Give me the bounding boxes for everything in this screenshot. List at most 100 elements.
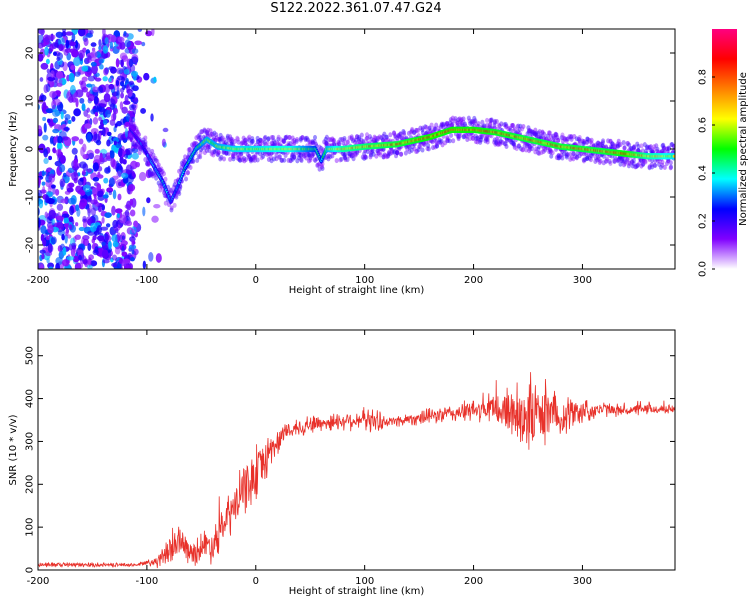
ridge-halo-cell (353, 152, 358, 158)
noise-cell (86, 168, 93, 173)
ridge-halo-cell (487, 122, 492, 128)
noise-cell (69, 205, 74, 216)
noise-cell (132, 107, 137, 116)
ridge-halo-cell (607, 158, 612, 164)
ridge-halo-cell (395, 150, 400, 156)
noise-cell (153, 203, 161, 209)
noise-cell (87, 243, 92, 251)
ridge-halo-cell (397, 134, 402, 140)
ridge-halo-cell (422, 140, 427, 146)
ridge-halo-cell (470, 132, 475, 138)
noise-cell (101, 249, 109, 259)
ridge-halo-cell (342, 137, 347, 143)
ridge-halo-cell (631, 157, 636, 163)
ridge-halo-cell (588, 139, 593, 145)
noise-cell (121, 235, 126, 240)
ridge-halo-cell (218, 137, 223, 143)
ridge-halo-cell (664, 146, 669, 152)
ridge-halo-cell (582, 139, 587, 145)
ridge-halo-cell (276, 136, 281, 142)
noise-cell (57, 135, 63, 144)
noise-cell (123, 69, 130, 75)
ridge-halo-cell (342, 136, 347, 142)
ridge-halo-cell (595, 140, 600, 146)
ridge-halo-cell (207, 144, 212, 150)
noise-cell (56, 56, 61, 62)
ridge-halo-cell (509, 123, 514, 129)
ridge-halo-cell (626, 163, 631, 169)
ridge-halo-cell (249, 138, 254, 144)
ridge-halo-cell (469, 119, 474, 125)
ridge-halo-cell (468, 121, 473, 127)
noise-cell (129, 209, 136, 217)
snr-series-line (38, 372, 675, 569)
noise-cell (86, 133, 92, 143)
ridge-halo-cell (359, 137, 364, 143)
noise-cell (82, 234, 90, 241)
ridge-halo-cell (488, 121, 493, 127)
x-tick-label: 300 (573, 576, 592, 587)
ridge-halo-cell (618, 161, 623, 167)
ridge-halo-cell (414, 149, 419, 155)
ridge-halo-cell (458, 117, 463, 123)
noise-cell (65, 230, 69, 237)
ridge-halo-cell (574, 154, 579, 160)
ridge-halo-cell (429, 122, 434, 128)
ridge-halo-cell (641, 161, 646, 167)
ridge-halo-cell (381, 154, 386, 160)
ridge-halo-cell (518, 123, 523, 129)
ridge-halo-cell (398, 131, 403, 137)
colorbar-tick-label: 0.4 (698, 165, 709, 181)
noise-cell (117, 36, 125, 43)
ridge-halo-cell (661, 142, 666, 148)
ridge-halo-cell (281, 137, 286, 143)
ridge-halo-cell (420, 127, 425, 133)
noise-cell (65, 31, 74, 36)
ridge-halo-cell (479, 134, 484, 140)
ridge-halo-cell (529, 142, 534, 148)
ridge-halo-cell (640, 148, 645, 154)
ridge-halo-cell (517, 126, 522, 132)
ridge-halo-cell (391, 130, 396, 136)
ridge-halo-cell (464, 132, 469, 138)
ridge-halo-cell (627, 142, 632, 148)
noise-cell (75, 97, 79, 108)
ridge-halo-cell (613, 157, 618, 163)
ridge-halo-cell (349, 153, 354, 159)
ridge-halo-cell (412, 146, 417, 152)
ridge-halo-cell (484, 136, 489, 142)
ridge-halo-cell (597, 141, 602, 147)
noise-cell (47, 76, 56, 82)
noise-cell (110, 66, 117, 74)
ridge-halo-cell (439, 121, 444, 127)
ridge-halo-cell (163, 176, 168, 182)
noise-cell (131, 147, 139, 154)
ridge-halo-cell (393, 133, 398, 139)
ridge-halo-cell (579, 151, 584, 157)
ridge-halo-cell (556, 153, 561, 159)
ridge-halo-cell (401, 128, 406, 134)
ridge-halo-cell (145, 161, 150, 167)
ridge-halo-cell (589, 141, 594, 147)
ridge-halo-cell (600, 140, 605, 146)
ridge-halo-cell (180, 161, 185, 167)
ridge-halo-cell (134, 128, 139, 134)
ridge-halo-cell (325, 154, 330, 160)
ridge-halo-cell (290, 139, 295, 145)
noise-cell (124, 204, 131, 209)
ridge-halo-cell (317, 144, 322, 150)
ridge-halo-cell (281, 139, 286, 145)
ridge-halo-cell (498, 139, 503, 145)
noise-cell (106, 187, 114, 193)
noise-cell (126, 83, 131, 94)
ridge-halo-cell (528, 146, 533, 152)
noise-cell (73, 56, 81, 67)
ridge-halo-cell (369, 136, 374, 142)
ridge-halo-cell (197, 136, 202, 142)
noise-cell (87, 264, 93, 269)
noise-cell (124, 121, 131, 127)
ridge-halo-cell (330, 153, 335, 159)
ridge-halo-cell (630, 159, 635, 165)
noise-cell (67, 119, 72, 124)
ridge-halo-cell (407, 144, 412, 150)
